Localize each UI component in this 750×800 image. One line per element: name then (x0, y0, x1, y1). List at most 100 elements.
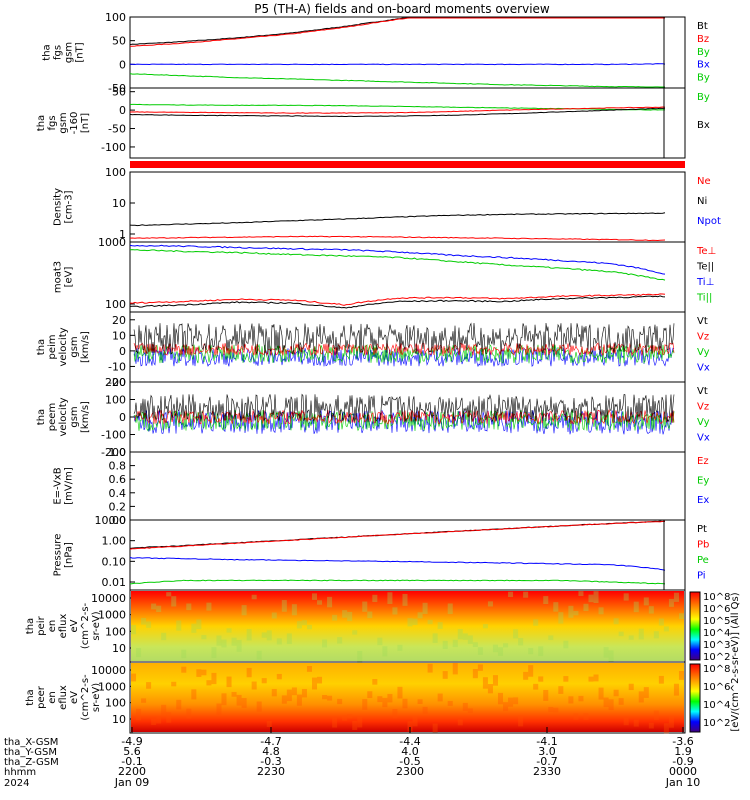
spectrogram-cell (578, 695, 584, 702)
legend-entry: By (697, 47, 710, 58)
ytick-label: 0 (119, 58, 126, 71)
spectrogram-cell (538, 646, 544, 657)
spectrogram-cell (412, 618, 418, 625)
ylabel-line: (cm^2-s- (80, 674, 91, 721)
xtick-y: 3.0 (538, 745, 556, 758)
spectrogram-cell (186, 708, 192, 719)
colorbar-tick: 10^4 (703, 628, 730, 639)
legend-entry: Vz (697, 402, 709, 413)
xtick-x: -4.4 (399, 735, 420, 748)
spectrogram-cell (528, 665, 534, 677)
spectrogram-cell (131, 673, 137, 682)
spectrogram-cell (357, 716, 363, 728)
ytick-label: -10 (108, 360, 126, 373)
spectrogram-cell (322, 695, 328, 700)
spectrogram-cell (437, 622, 443, 629)
ytick-label: 0.0 (109, 514, 127, 527)
colorbar-tick: 10^6 (703, 604, 730, 615)
spectrogram-cell (392, 607, 398, 615)
spectrogram-cell (603, 697, 609, 708)
spectrogram-cell (311, 593, 318, 600)
legend-entry: By (697, 73, 710, 84)
series-line-Vt (133, 322, 675, 355)
colorbar: 10^810^610^510^410^310^210^810^610^410^2… (689, 591, 741, 733)
spectrogram-cell (678, 613, 684, 620)
spectrogram-cell (553, 602, 559, 612)
spectrogram-cell (332, 717, 338, 728)
ylabel-line: moat3 (53, 261, 64, 293)
legend-entry: Vx (697, 433, 710, 444)
spectrogram-cell (432, 723, 438, 733)
ylabel-line: peer (36, 685, 47, 709)
spectrogram-cell (457, 629, 463, 640)
panel-ylabel: tha peim velocity gsm [km/s] (36, 327, 91, 366)
spectrogram-cell (673, 683, 679, 696)
ylabel-line: en (47, 691, 58, 704)
spectrogram-cell (568, 696, 574, 704)
colorbar-bottom (689, 663, 701, 733)
series-line-Pb (129, 520, 666, 550)
spectrogram-cell (191, 689, 197, 700)
spectrogram-cell (236, 694, 242, 706)
spectrogram-cell (638, 628, 644, 640)
xtick-date: Jan 09 (114, 776, 149, 789)
spectrogram-cell (136, 648, 142, 658)
ytick-label: 10 (112, 197, 126, 210)
ylabel-line: eV (69, 691, 80, 704)
xtick-z: -0.1 (121, 755, 142, 768)
spectrogram-cell (166, 592, 172, 597)
ytick-label: 100 (105, 394, 126, 407)
spectrogram-cell (613, 689, 619, 697)
spectrogram-cell (146, 621, 152, 628)
spectrogram-cell (548, 707, 554, 713)
spectrogram-cell (588, 594, 594, 603)
spectrogram-cell (523, 591, 529, 598)
spectrogram-cell (673, 592, 679, 602)
spectrogram-cell (146, 682, 152, 689)
legend-entry: Vt (697, 316, 708, 327)
spectrogram-cell (306, 666, 312, 672)
spectrogram-cell (176, 620, 182, 631)
spectrogram-cell (513, 629, 519, 639)
spectrogram-cell (337, 637, 343, 644)
series-line-Bx (129, 107, 666, 118)
spectrogram-cell (226, 676, 232, 688)
panel-ylabel: E=-VxB [mV/m] (53, 467, 75, 505)
spectrogram-cell (503, 643, 509, 648)
spectrogram-cell (156, 717, 162, 724)
ytick-label: 200 (105, 376, 126, 389)
colorbar-tick: 10^2 (703, 652, 730, 663)
colorbar-tick: 10^5 (703, 616, 730, 627)
spectrogram-cell (492, 644, 498, 653)
legend-entry: Vt (697, 386, 708, 397)
series-line-Te⊥ (129, 293, 666, 306)
spectrogram-cell (523, 671, 529, 680)
panel-8: Pressure [nPa] 10.00 1.00 0.10 0.01 Pt Pb Pe Pi (53, 514, 709, 591)
ylabel-line: tha (36, 339, 47, 355)
spectrogram-cell (286, 633, 292, 645)
ytick-label: 1.00 (102, 535, 127, 548)
spectrogram-cell (166, 712, 172, 723)
spectrogram-cell (598, 607, 604, 615)
spectrogram-cell (332, 614, 338, 621)
spectrogram-cell (281, 695, 287, 704)
spectrogram-cell (221, 639, 227, 648)
ylabel-line: sr-eV) (91, 683, 102, 712)
ytick-label: -200 (101, 446, 126, 459)
ytick-label: 10 (112, 642, 126, 655)
ylabel-line: [nT] (80, 113, 91, 133)
spectrogram-cell (598, 687, 604, 700)
ytick-label: 1000 (98, 609, 126, 622)
spectrogram-cell (518, 638, 524, 646)
spectrogram-cell (186, 603, 192, 611)
xtick-time: 0000 (669, 765, 697, 778)
ylabel-line: gsm (69, 406, 80, 427)
spectrogram-cell (573, 610, 579, 616)
spectrogram-cell (663, 626, 669, 632)
spectrogram-cell (487, 683, 493, 694)
spectrogram-cell (663, 723, 669, 734)
spectrogram-cell (291, 687, 297, 696)
xtick-y: 4.8 (262, 745, 280, 758)
ytick-label: -50 (108, 82, 126, 95)
